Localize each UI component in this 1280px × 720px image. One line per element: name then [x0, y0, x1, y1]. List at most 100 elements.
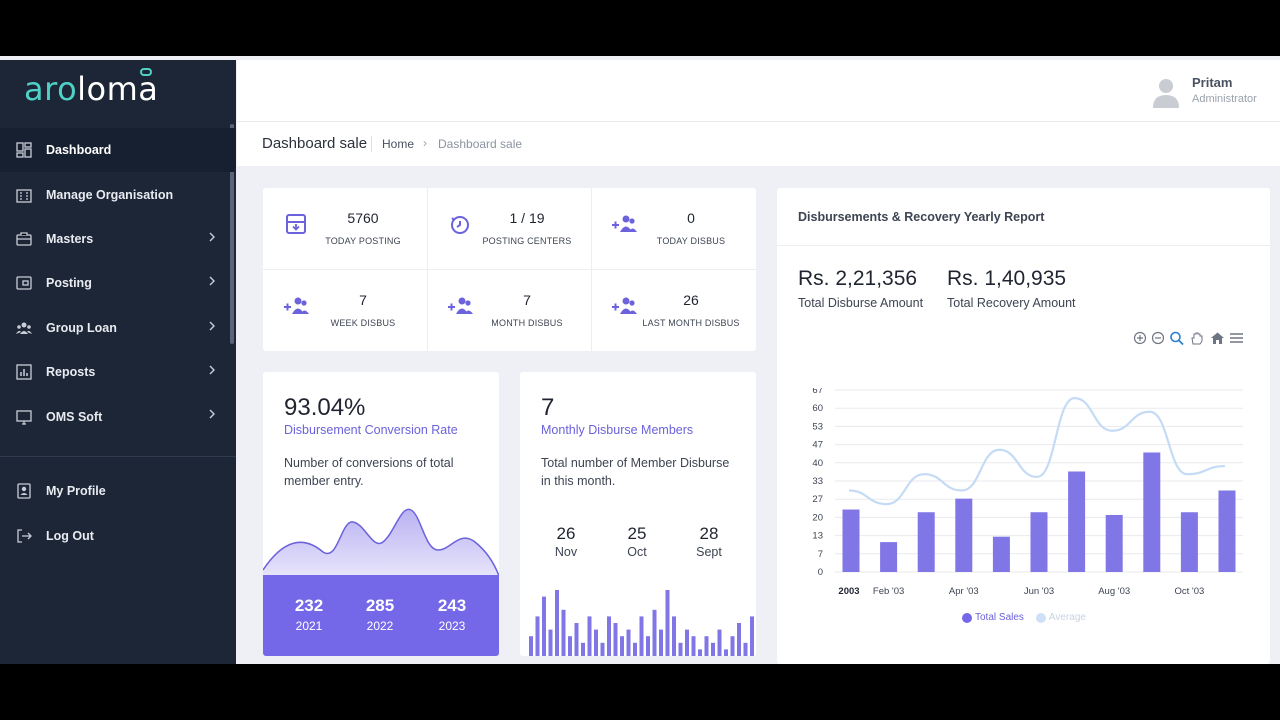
members-title: Monthly Disburse Members [541, 423, 694, 437]
mini-bar [659, 629, 663, 656]
mini-bar [698, 649, 702, 656]
breadcrumb-chevron-icon: › [423, 136, 427, 150]
sidebar-item-dashboard[interactable]: Dashboard [0, 128, 236, 173]
bar-total-sales[interactable] [917, 512, 935, 572]
pan-hand-icon[interactable] [1189, 331, 1206, 345]
bar-total-sales[interactable] [1143, 452, 1161, 572]
mini-bar [535, 616, 540, 656]
bar-total-sales[interactable] [1030, 512, 1048, 572]
mini-bar [620, 636, 624, 656]
sidebar-nav-bottom: My Profile Log Out [0, 469, 236, 558]
avatar-icon[interactable] [1151, 76, 1181, 108]
mini-bar [743, 642, 748, 656]
logout-icon [17, 528, 32, 543]
y-tick-label: 47 [812, 440, 823, 451]
x-tick-label: Oct '03 [1174, 586, 1204, 597]
bar-total-sales[interactable] [880, 542, 898, 572]
legend-item-average[interactable]: Average [1035, 612, 1086, 623]
stat-value: 26 [683, 292, 699, 308]
stat-label: WEEK DISBUS [330, 318, 396, 328]
logo-part-2: loma [77, 70, 159, 108]
members-value: 7 [541, 394, 555, 421]
sidebar-item-masters[interactable]: Masters [0, 217, 236, 261]
year-label: 2023 [438, 619, 466, 633]
bar-total-sales[interactable] [842, 509, 860, 572]
mini-bar [568, 636, 572, 656]
page-title: Dashboard sale [262, 135, 368, 152]
menu-icon[interactable] [1229, 331, 1244, 345]
user-group-add-icon [448, 297, 473, 314]
monitor-icon [16, 409, 32, 425]
chevron-right-icon [209, 321, 215, 331]
sidebar-item-label: Manage Organisation [46, 187, 174, 202]
sidebar-item-posting[interactable]: Posting [0, 261, 236, 305]
stat-value: 1 / 19 [509, 210, 545, 226]
zoom-out-icon[interactable] [1151, 331, 1166, 345]
stat-today-posting: 5760 TODAY POSTING [263, 188, 427, 269]
bar-chart-icon [16, 364, 32, 380]
bar-total-sales[interactable] [1105, 514, 1123, 572]
conversion-year-stat: 243 2023 [422, 596, 482, 633]
briefcase-icon [16, 232, 32, 246]
y-tick-label: 67 [812, 388, 823, 396]
conversion-year-stat: 232 2021 [279, 596, 339, 633]
mini-bar [646, 636, 650, 656]
sidebar-item-label: Reposts [46, 365, 96, 380]
sidebar-item-group-loan[interactable]: Group Loan [0, 306, 236, 350]
disburse-amount: Rs. 2,21,356 [798, 267, 918, 290]
stat-value: 0 [687, 210, 695, 226]
members-description: Total number of Member Disburse in this … [541, 456, 730, 488]
bar-total-sales[interactable] [1180, 512, 1198, 572]
zoom-in-icon[interactable] [1133, 331, 1148, 345]
mini-bar [652, 609, 657, 656]
x-tick-label: Feb '03 [873, 586, 904, 597]
sidebar-item-oms-soft[interactable]: OMS Soft [0, 394, 236, 438]
home-reset-icon[interactable] [1209, 331, 1226, 345]
sidebar-item-label: OMS Soft [46, 409, 103, 424]
line-average[interactable] [848, 397, 1226, 506]
year-label: 2022 [366, 619, 394, 633]
conversion-year-band [263, 575, 499, 656]
sidebar-scrollbar[interactable] [230, 124, 234, 344]
bar-total-sales[interactable] [955, 498, 973, 572]
x-tick-label: Jun '03 [1024, 586, 1054, 597]
sidebar-item-manage-organisation[interactable]: Manage Organisation [0, 172, 236, 216]
sidebar-item-label: Posting [46, 276, 92, 291]
mini-bar [704, 636, 709, 656]
mini-bar [613, 623, 618, 656]
bar-total-sales[interactable] [1218, 490, 1236, 572]
sidebar-item-my-profile[interactable]: My Profile [0, 469, 236, 513]
logo-mark-icon [140, 68, 152, 76]
sidebar-item-reposts[interactable]: Reposts [0, 350, 236, 394]
sidebar-item-label: Group Loan [46, 320, 117, 335]
logo-part-1: aro [24, 70, 78, 108]
legend-label: Total Sales [975, 612, 1024, 623]
bar-total-sales[interactable] [992, 536, 1010, 572]
sidebar: aroloma Dashboard Manage Organisation Mast… [0, 60, 236, 664]
mini-bar [626, 629, 631, 656]
conversion-description: Number of conversions of total member en… [284, 456, 454, 488]
user-name[interactable]: Pritam [1192, 75, 1233, 90]
stat-label: LAST MONTH DISBUS [642, 318, 740, 328]
breadcrumb-home[interactable]: Home [382, 137, 415, 151]
user-group-add-icon [612, 215, 637, 232]
selection-zoom-icon[interactable] [1169, 331, 1186, 345]
x-tick-label: 2003 [838, 586, 859, 597]
mini-bar [594, 629, 598, 656]
mini-bar [639, 616, 644, 656]
mini-bar [542, 596, 546, 656]
year-count: 232 [294, 596, 324, 615]
sidebar-divider [0, 456, 236, 457]
app-screen: aroloma Dashboard Manage Organisation Mast… [0, 56, 1280, 664]
month-label: Sept [696, 545, 722, 559]
mini-bar [685, 629, 689, 656]
stat-value: 7 [359, 292, 367, 308]
legend-label: Average [1048, 612, 1086, 623]
mini-bar [574, 623, 579, 656]
bar-total-sales[interactable] [1068, 471, 1086, 572]
mini-bar [561, 609, 566, 656]
sidebar-item-log-out[interactable]: Log Out [0, 513, 236, 557]
wave-area [263, 509, 499, 576]
brand-logo[interactable]: aroloma [24, 70, 158, 108]
legend-item-total-sales[interactable]: Total Sales [962, 612, 1024, 623]
